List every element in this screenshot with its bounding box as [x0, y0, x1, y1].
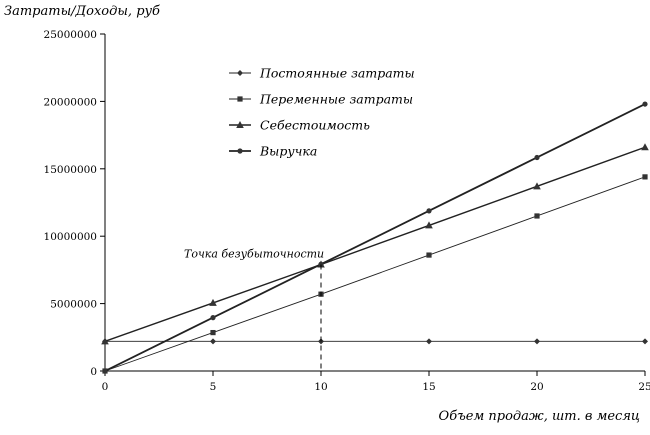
- legend-marker-3: [237, 148, 243, 154]
- legend-marker-2: [236, 121, 244, 128]
- data-point-s3-0: [102, 368, 108, 374]
- data-point-s1-5: [642, 174, 648, 180]
- y-axis-label: Затраты/Доходы, руб: [4, 4, 160, 19]
- data-point-s3-2: [318, 261, 324, 267]
- data-point-s2-0: [101, 337, 109, 345]
- legend-label-1: Переменные затраты: [259, 92, 413, 107]
- y-tick-label: 25000000: [44, 29, 97, 41]
- data-point-s2-1: [209, 298, 217, 306]
- annotation-layer: Точка безубыточности: [184, 248, 324, 371]
- x-tick-label: 0: [102, 381, 109, 393]
- y-tick-label: 5000000: [50, 299, 97, 311]
- series-line-3: [104, 103, 646, 372]
- breakeven-label: Точка безубыточности: [184, 248, 324, 261]
- data-point-s2-4: [533, 182, 541, 190]
- y-tick-label: 0: [90, 366, 97, 378]
- x-axis-label: Объем продаж, шт. в месяц: [439, 409, 640, 424]
- data-point-s0-1: [210, 338, 216, 345]
- legend-marker-1: [237, 96, 243, 102]
- data-point-s3-4: [534, 154, 540, 161]
- legend-label-2: Себестоимость: [260, 118, 370, 133]
- series-line-1: [104, 176, 646, 372]
- data-point-s3-3: [426, 208, 432, 214]
- legend-marker-0: [237, 70, 243, 76]
- y-tick-label: 15000000: [44, 164, 97, 176]
- legend-label-3: Выручка: [259, 144, 317, 159]
- x-tick-label: 15: [422, 381, 435, 393]
- y-tick-label: 10000000: [44, 231, 97, 243]
- series-layer: [101, 101, 649, 374]
- data-point-s2-5: [641, 143, 649, 151]
- axes-layer: 0 5000000 10000000 15000000 20000000 25000000…: [44, 29, 650, 393]
- legend: Постоянные затраты Переменные затраты Себе…: [229, 66, 415, 159]
- data-point-s0-4: [534, 338, 540, 345]
- x-tick-label: 10: [314, 381, 327, 393]
- legend-label-0: Постоянные затраты: [259, 66, 415, 81]
- data-point-s1-1: [210, 329, 216, 336]
- data-point-s3-1: [210, 315, 216, 321]
- data-point-s2-3: [425, 221, 433, 229]
- data-point-s0-5: [642, 338, 648, 345]
- x-tick-label: 20: [530, 381, 543, 393]
- x-tick-label: 5: [210, 381, 217, 393]
- y-tick-label: 20000000: [44, 96, 97, 108]
- data-point-s0-3: [426, 338, 432, 345]
- series-line-2: [104, 146, 646, 343]
- data-point-s1-4: [534, 213, 540, 219]
- x-tick-label: 25: [638, 381, 650, 393]
- data-point-s3-5: [642, 101, 648, 107]
- data-point-s1-3: [426, 252, 432, 258]
